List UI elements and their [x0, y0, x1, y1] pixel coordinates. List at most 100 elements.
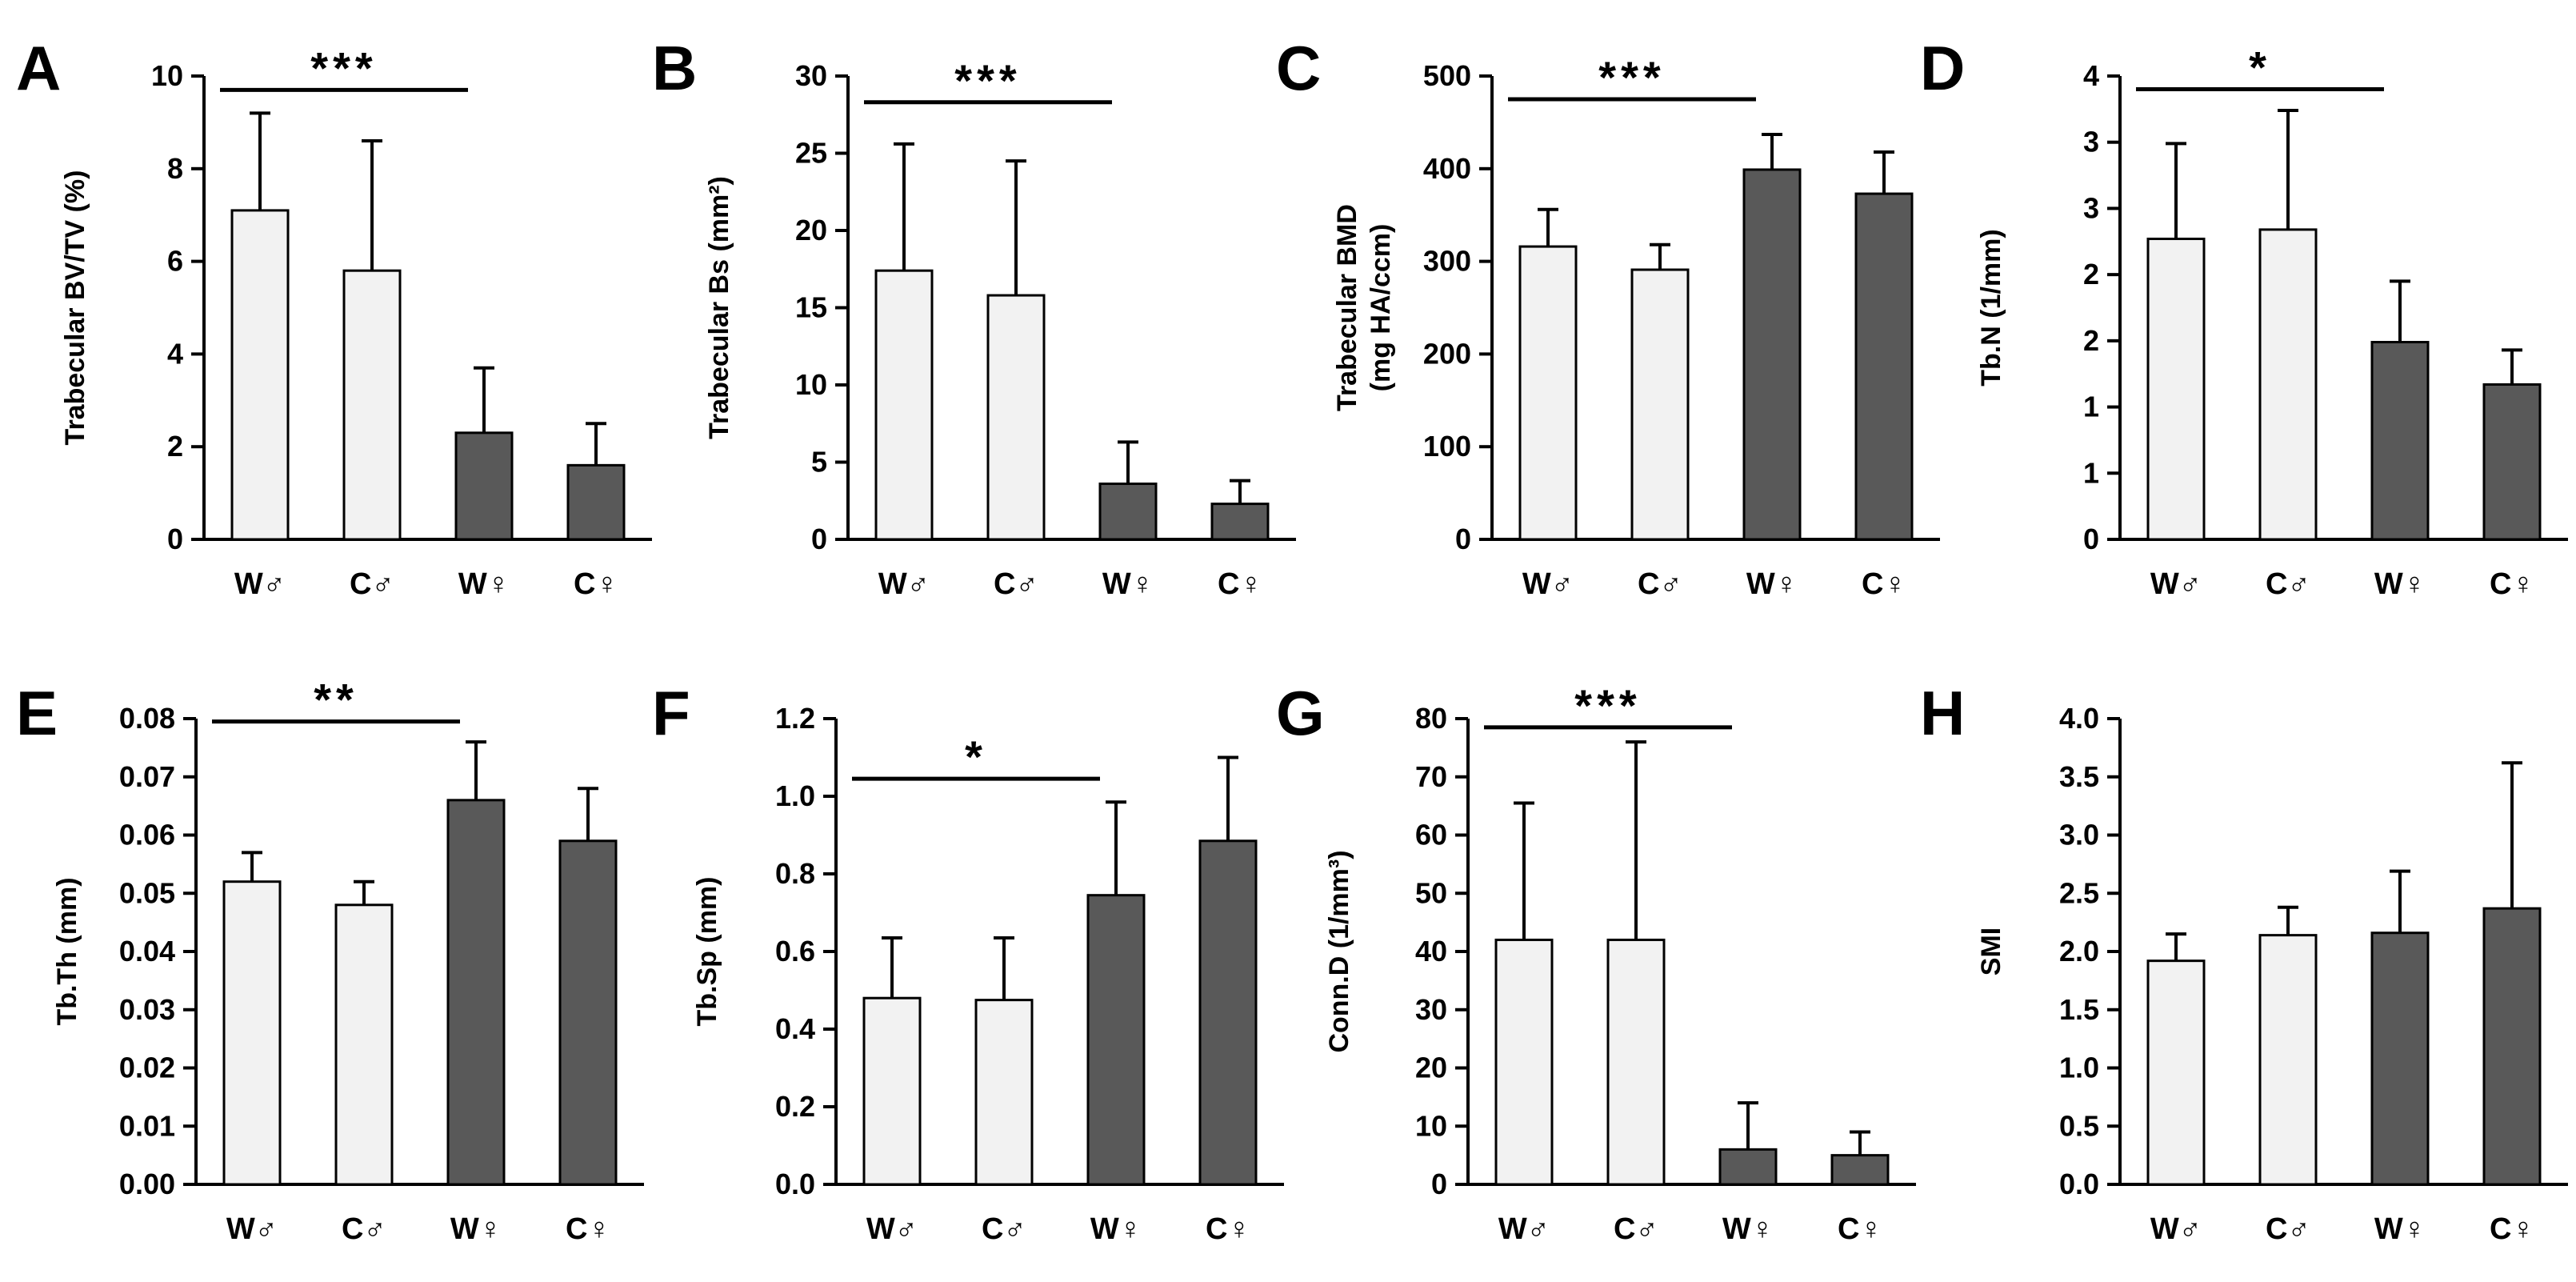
- y-tick-label-a: 6: [167, 245, 183, 278]
- y-tick-label-e: 0.02: [119, 1052, 175, 1084]
- category-label-b: C♂: [994, 567, 1038, 601]
- chart-panel-f: F 0.0 0.2 0.4 0.6 0.8 1.0 1.2 Tb.Sp (mm) W♂ C♂ W♀ C♀…: [652, 678, 1284, 1246]
- y-tick-label-h: 2.0: [2059, 935, 2099, 968]
- panel-letter-d: D: [1920, 33, 1965, 103]
- y-tick-label-h: 1.0: [2059, 1052, 2099, 1084]
- y-tick-label-d: 2: [2083, 258, 2099, 290]
- y-tick-label-b: 25: [795, 137, 827, 170]
- chart-panel-d: D 0 1 1 2 2 3 3 4 Tb.N (1/mm) W♂ C♂ W♀ C♀ *: [1920, 33, 2568, 601]
- chart-panel-a: A 0 2 4 6 8 10 Trabecular BV/TV (%) W♂ C♂ W♀ C♀ ***: [16, 33, 652, 601]
- bar-a-2: [342, 269, 402, 541]
- y-tick-label-d: 1: [2083, 456, 2099, 489]
- bar-a-4: [566, 463, 626, 541]
- y-tick-label-g: 30: [1415, 993, 1447, 1026]
- y-tick-label-a: 2: [167, 430, 183, 463]
- category-label-h: C♀: [2490, 1212, 2534, 1246]
- bar-h-4: [2482, 907, 2542, 1186]
- category-label-d: W♀: [2374, 567, 2426, 601]
- category-label-g: C♀: [1838, 1212, 1882, 1246]
- category-label-a: W♀: [458, 567, 510, 601]
- y-axis-title-b: Trabecular Bs (mm²): [704, 176, 734, 439]
- y-tick-label-d: 1: [2083, 391, 2099, 423]
- category-label-a: C♀: [574, 567, 618, 601]
- category-label-g: W♂: [1498, 1212, 1550, 1246]
- y-tick-label-h: 4.0: [2059, 702, 2099, 735]
- y-tick-label-a: 0: [167, 523, 183, 555]
- y-tick-label-f: 0.0: [775, 1168, 815, 1200]
- significance-label-d: *: [2249, 42, 2271, 93]
- y-tick-label-d: 3: [2083, 126, 2099, 158]
- bar-e-4: [558, 839, 618, 1186]
- category-label-h: W♂: [2150, 1212, 2202, 1246]
- y-tick-label-e: 0.04: [119, 935, 175, 968]
- category-label-a: W♂: [234, 567, 286, 601]
- y-tick-label-b: 0: [811, 523, 827, 555]
- y-tick-label-f: 0.4: [775, 1012, 815, 1045]
- category-label-f: C♀: [1206, 1212, 1250, 1246]
- bar-e-1: [222, 880, 282, 1186]
- y-tick-label-g: 60: [1415, 819, 1447, 851]
- panel-letter-g: G: [1276, 678, 1325, 748]
- y-axis-title-line: (mg HA/ccm): [1366, 224, 1396, 392]
- y-tick-label-g: 40: [1415, 935, 1447, 968]
- bar-c-2: [1630, 268, 1690, 541]
- category-label-d: C♀: [2490, 567, 2534, 601]
- chart-panel-g: G 0 10 20 30 40 50 60 70 80 Conn.D (1/mm³) W♂ C♂ W♀ C♀…: [1276, 678, 1916, 1246]
- y-tick-label-e: 0.08: [119, 702, 175, 735]
- bar-c-3: [1742, 168, 1802, 541]
- y-tick-label-f: 1.0: [775, 779, 815, 812]
- bar-d-4: [2482, 383, 2542, 541]
- bar-c-4: [1854, 192, 1914, 541]
- y-axis-title-e: Tb.Th (mm): [52, 877, 82, 1025]
- bar-e-2: [334, 903, 394, 1186]
- significance-label-g: ***: [1574, 680, 1641, 731]
- y-tick-label-c: 0: [1455, 523, 1471, 555]
- y-tick-label-d: 2: [2083, 324, 2099, 357]
- y-tick-label-h: 0.5: [2059, 1109, 2099, 1142]
- category-label-e: C♀: [566, 1212, 610, 1246]
- y-tick-label-c: 500: [1423, 59, 1471, 92]
- y-axis-title-c: Trabecular BMD (mg HA/ccm): [1332, 204, 1396, 411]
- y-tick-label-h: 2.5: [2059, 876, 2099, 909]
- category-label-b: C♀: [1218, 567, 1262, 601]
- category-label-c: W♀: [1746, 567, 1798, 601]
- category-label-e: W♂: [226, 1212, 278, 1246]
- y-axis-title-g: Conn.D (1/mm³): [1324, 850, 1354, 1052]
- significance-label-e: **: [314, 675, 358, 725]
- bar-d-3: [2370, 341, 2430, 541]
- y-tick-label-b: 15: [795, 291, 827, 324]
- chart-panel-c: C 0 100 200 300 400 500 Trabecular BMD (mg HA/cc…: [1276, 33, 1940, 601]
- y-tick-label-a: 10: [151, 59, 183, 92]
- y-tick-label-h: 0.0: [2059, 1168, 2099, 1200]
- y-tick-label-f: 0.6: [775, 935, 815, 968]
- y-tick-label-g: 10: [1415, 1109, 1447, 1142]
- bar-g-4: [1830, 1154, 1890, 1186]
- bar-f-2: [974, 999, 1034, 1186]
- bar-g-3: [1718, 1148, 1778, 1186]
- significance-label-c: ***: [1598, 52, 1665, 102]
- y-tick-label-c: 400: [1423, 152, 1471, 185]
- bar-b-2: [986, 294, 1046, 541]
- bar-f-4: [1198, 839, 1258, 1186]
- y-tick-label-e: 0.07: [119, 760, 175, 793]
- panel-letter-a: A: [16, 33, 61, 103]
- y-tick-label-d: 3: [2083, 191, 2099, 224]
- y-tick-label-g: 80: [1415, 702, 1447, 735]
- y-axis-title-f: Tb.Sp (mm): [692, 877, 722, 1027]
- bar-f-3: [1086, 894, 1146, 1186]
- chart-panel-h: H 0.0 0.5 1.0 1.5 2.0 2.5 3.0 3.5 4.0 SMI W♂ C♂ W♀ C♀: [1920, 678, 2568, 1246]
- y-tick-label-d: 4: [2083, 59, 2099, 92]
- category-label-g: C♂: [1614, 1212, 1658, 1246]
- y-tick-label-e: 0.01: [119, 1109, 175, 1142]
- panel-letter-e: E: [16, 678, 58, 748]
- y-tick-label-a: 4: [167, 337, 183, 370]
- y-tick-label-d: 0: [2083, 523, 2099, 555]
- y-axis-title-line: Trabecular BMD: [1332, 204, 1362, 411]
- y-tick-label-c: 100: [1423, 430, 1471, 463]
- category-label-h: C♂: [2266, 1212, 2310, 1246]
- category-label-c: C♀: [1862, 567, 1906, 601]
- category-label-c: W♂: [1522, 567, 1574, 601]
- y-tick-label-a: 8: [167, 152, 183, 185]
- y-tick-label-b: 10: [795, 368, 827, 401]
- bar-h-3: [2370, 931, 2430, 1186]
